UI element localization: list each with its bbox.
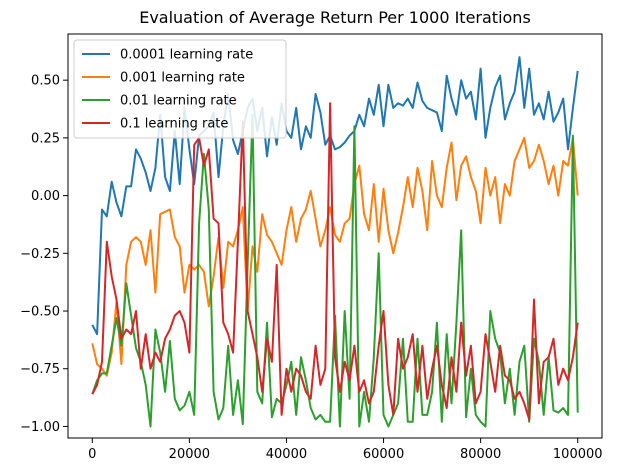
y-tick-label: 0.50 — [31, 74, 60, 89]
series-layer — [91, 56, 579, 428]
x-tick-label: 100000 — [553, 447, 603, 462]
y-tick-label: −0.50 — [20, 305, 60, 320]
plot-frame — [67, 33, 603, 439]
series-line-0 — [91, 56, 579, 336]
x-tick-label: 80000 — [460, 447, 501, 462]
y-tick-label: −1.00 — [20, 420, 60, 435]
series-line-2 — [91, 113, 579, 428]
x-tick-label: 40000 — [266, 447, 307, 462]
legend-label-0: 0.0001 learning rate — [120, 48, 253, 63]
legend-label-3: 0.1 learning rate — [120, 117, 228, 132]
y-tick-label: −0.75 — [20, 362, 60, 377]
series-line-3 — [91, 102, 579, 421]
x-tick-label: 60000 — [363, 447, 404, 462]
y-tick-label: −0.25 — [20, 247, 60, 262]
y-tick-label: 0.25 — [31, 131, 60, 146]
legend-label-2: 0.01 learning rate — [120, 94, 237, 109]
chart-title: Evaluation of Average Return Per 1000 It… — [139, 8, 531, 27]
legend-box — [73, 39, 287, 139]
y-axis: −1.00 −0.75 −0.50 −0.25 0.00 0.25 0.50 — [20, 74, 68, 435]
x-tick-label: 0 — [88, 447, 96, 462]
y-tick-label: 0.00 — [31, 189, 60, 204]
x-tick-label: 20000 — [169, 447, 210, 462]
x-axis: 0 20000 40000 60000 80000 100000 — [88, 438, 603, 462]
legend-label-1: 0.001 learning rate — [120, 71, 245, 86]
series-line-1 — [91, 136, 579, 377]
legend: 0.0001 learning rate 0.001 learning rate 0… — [73, 39, 287, 139]
